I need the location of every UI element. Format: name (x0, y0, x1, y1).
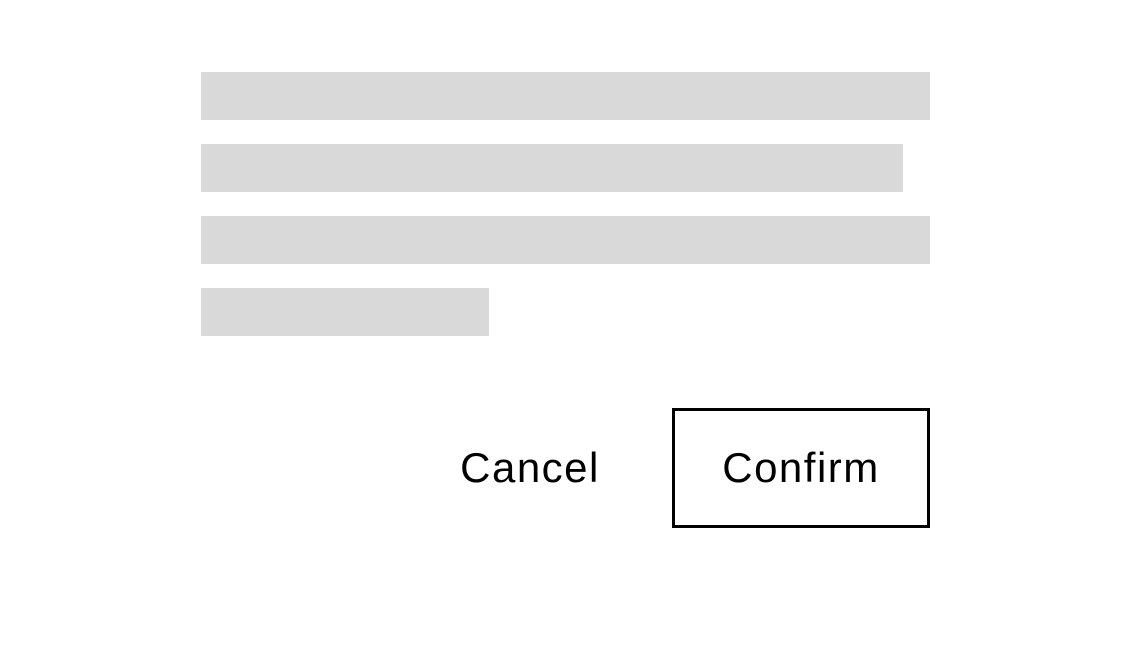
cancel-button[interactable]: Cancel (432, 408, 628, 528)
confirm-button[interactable]: Confirm (672, 408, 930, 528)
content-placeholder-line (201, 216, 930, 264)
content-placeholder-line (201, 72, 930, 120)
content-placeholder-line (201, 144, 903, 192)
content-placeholder-line (201, 288, 489, 336)
